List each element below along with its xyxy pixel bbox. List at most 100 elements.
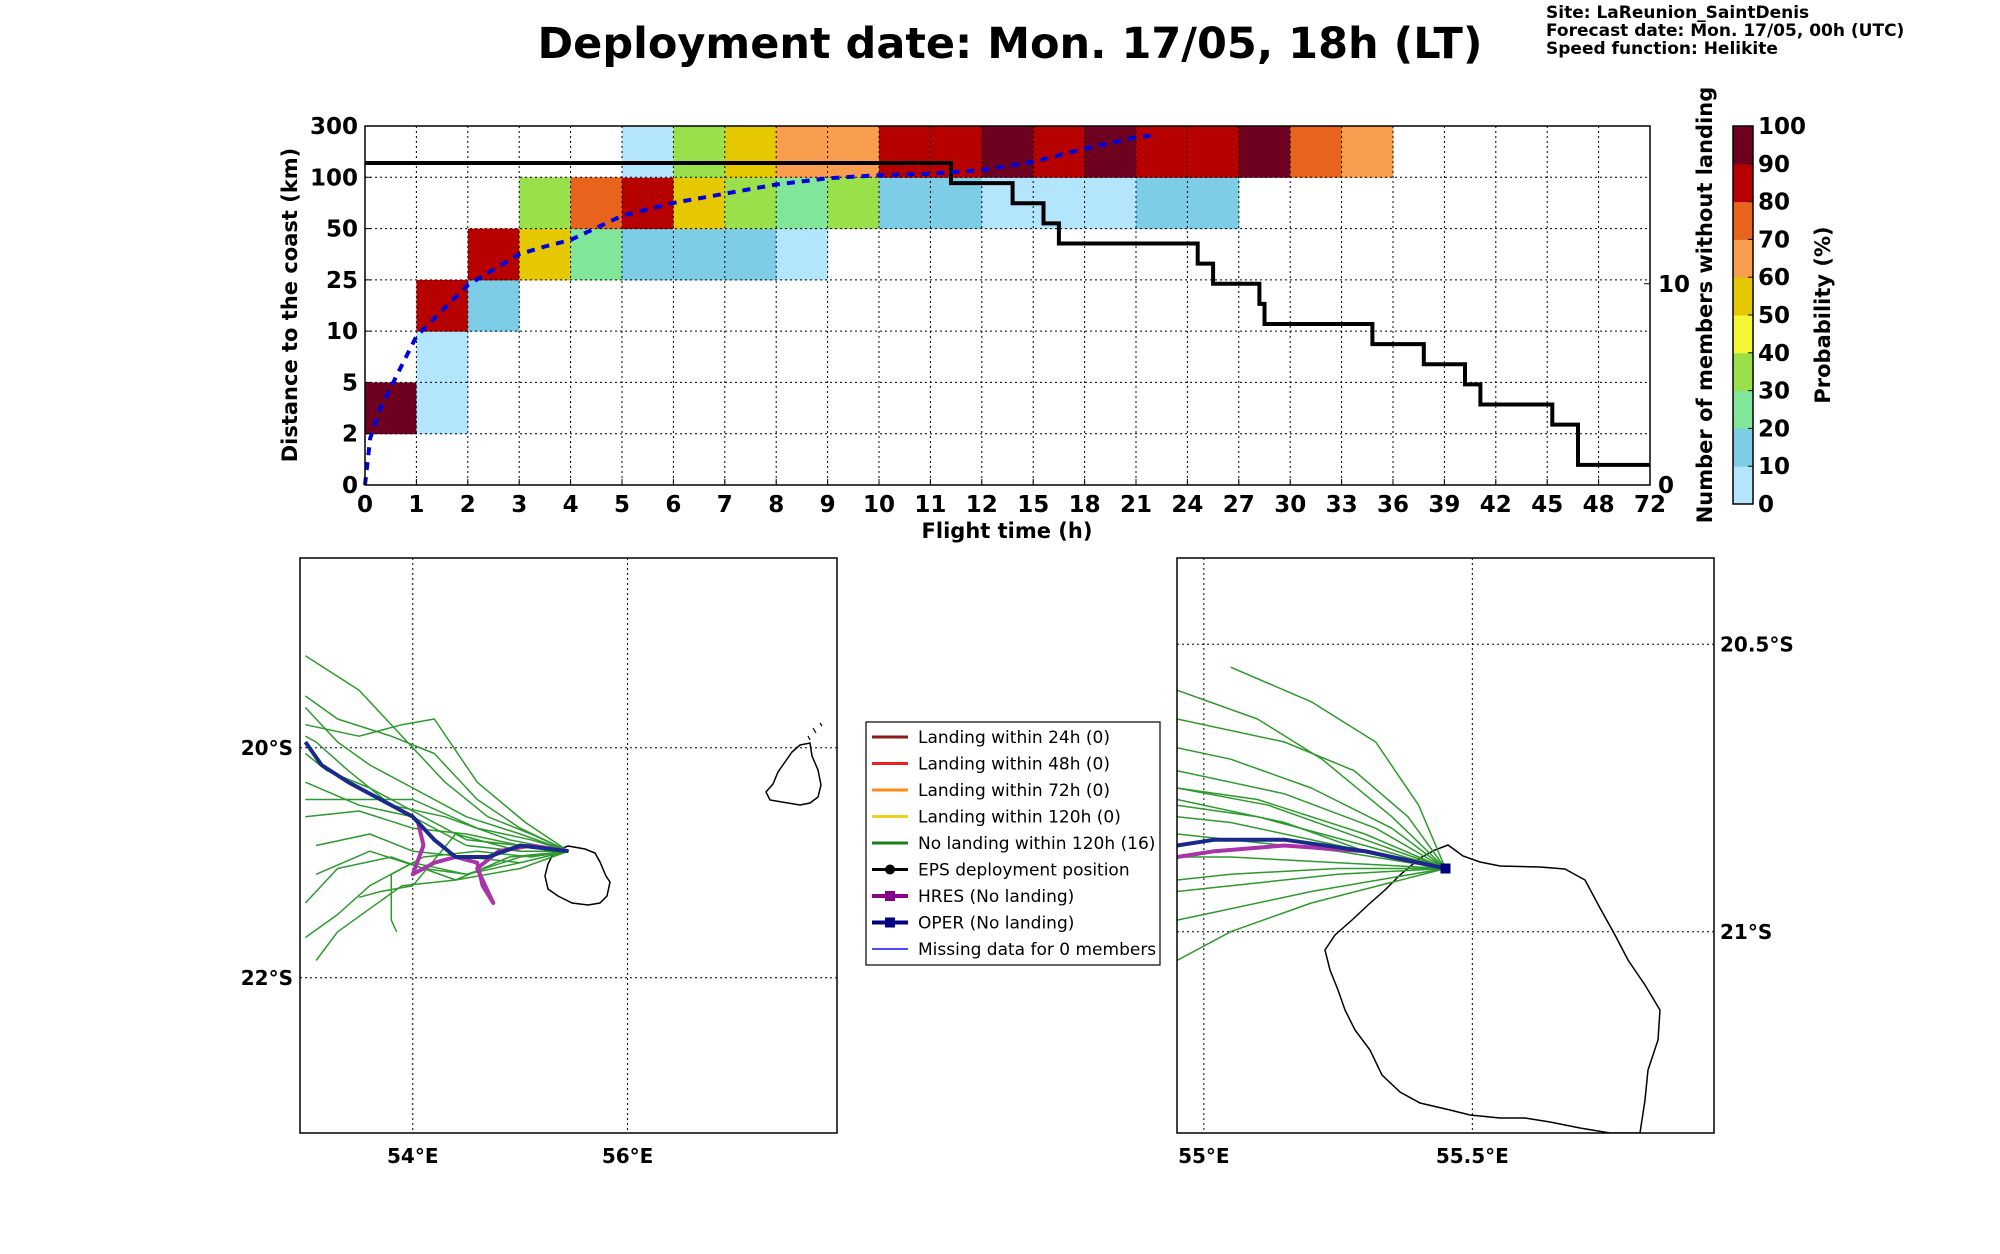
heatmap-ytick-label: 2 (342, 422, 358, 448)
eps-member-track (304, 706, 569, 852)
legend-label: EPS deployment position (918, 861, 1130, 881)
eps-member-track (1177, 867, 1446, 893)
heatmap-xtick-label: 11 (914, 492, 946, 518)
legend-label: Landing within 48h (0) (918, 755, 1110, 775)
eps-member-track (304, 695, 569, 852)
colorbar-tick-label: 30 (1758, 379, 1790, 405)
heatmap-y2tick-label: 0 (1658, 473, 1674, 499)
heatmap-cell (981, 126, 1034, 178)
zoom-map-frame (1176, 557, 1715, 1134)
heatmap-ylabel: Distance to the coast (km) (278, 148, 302, 463)
heatmap-xtick-label: 39 (1428, 492, 1460, 518)
eps-member-track (305, 798, 569, 852)
info-forecast-date: Forecast date: Mon. 17/05, 00h (UTC) (1546, 21, 1904, 41)
median-distance-dashed-line (363, 133, 1157, 486)
heatmap-xtick-label: 42 (1480, 492, 1512, 518)
legend-marker (885, 917, 895, 928)
map-lon-label: 55.5°E (1436, 1144, 1509, 1168)
heatmap-xtick-label: 8 (768, 492, 784, 518)
colorbar-tick-label: 100 (1758, 114, 1806, 140)
heatmap-ytick-label: 300 (310, 114, 358, 140)
colorbar-tick-label: 50 (1758, 303, 1790, 329)
colorbar-segment (1733, 466, 1753, 505)
colorbar-segment (1733, 315, 1753, 354)
eps-member-track (1177, 787, 1446, 870)
heatmap-cell (1136, 126, 1188, 178)
info-speed-function: Speed function: Helikite (1546, 39, 1778, 59)
zoom-map: 55°E 55.5°E 20.5°S 21°S (1176, 557, 1794, 1168)
heatmap-cell (673, 177, 726, 230)
eps-member-track (1177, 856, 1446, 870)
legend-label: Missing data for 0 members (918, 940, 1156, 960)
colorbar-tick-label: 70 (1758, 227, 1790, 253)
eps-member-track (390, 850, 569, 933)
eps-member-track (1177, 867, 1446, 881)
heatmap-xtick-label: 10 (863, 492, 895, 518)
heatmap-cell (570, 228, 623, 281)
legend-marker (885, 864, 895, 875)
eps-member-track (305, 718, 569, 852)
heatmap-cell (416, 279, 469, 332)
map-lon-label: 56°E (602, 1144, 654, 1168)
colorbar-segment (1733, 428, 1753, 467)
heatmap-cell (1341, 126, 1394, 178)
heatmap-xtick-label: 18 (1069, 492, 1101, 518)
map-lon-label: 55°E (1178, 1144, 1230, 1168)
heatmap-cell (519, 177, 572, 230)
heatmap-xtick-label: 72 (1634, 492, 1666, 518)
heatmap-xtick-label: 33 (1326, 492, 1358, 518)
legend-marker (885, 891, 895, 901)
eps-member-track (1177, 867, 1446, 921)
heatmap-cell (673, 126, 726, 178)
legend-label: HRES (No landing) (918, 887, 1074, 907)
oper-track (1177, 837, 1446, 871)
reunion-coastline-zoom (1324, 844, 1661, 1133)
heatmap-xtick-label: 15 (1017, 492, 1049, 518)
heatmap-ytick-label: 5 (342, 370, 358, 396)
heatmap-cell (673, 228, 726, 281)
heatmap-ytick-label: 10 (326, 319, 358, 345)
legend-label: No landing within 120h (16) (918, 834, 1155, 854)
heatmap-cell (365, 382, 417, 435)
colorbar-tick-label: 20 (1758, 416, 1790, 442)
heatmap-cell (1084, 177, 1137, 230)
colorbar-segment (1733, 390, 1753, 429)
eps-member-track (315, 850, 569, 876)
colorbar-segment (1733, 239, 1753, 278)
figure-title: Deployment date: Mon. 17/05, 18h (LT) (537, 19, 1482, 69)
members-without-landing-step-line (365, 161, 1650, 467)
heatmap-ytick-label: 25 (326, 268, 358, 294)
heatmap-xlabel: Flight time (h) (922, 519, 1093, 543)
legend-label: Landing within 24h (0) (918, 728, 1110, 748)
heatmap-cell (930, 177, 983, 230)
colorbar-tick-label: 90 (1758, 152, 1790, 178)
colorbar-segment (1733, 163, 1753, 203)
colorbar-label: Probability (%) (1811, 226, 1835, 403)
eps-member-track (358, 833, 569, 899)
map-lat-label: 20°S (241, 736, 293, 760)
mauritius-coastline (765, 742, 822, 806)
heatmap-xtick-label: 24 (1171, 492, 1203, 518)
colorbar-tick-label: 10 (1758, 454, 1790, 480)
map-lat-label: 20.5°S (1720, 632, 1794, 656)
heatmap-xtick-label: 6 (665, 492, 681, 518)
heatmap-cell (776, 126, 829, 178)
heatmap-xtick-label: 5 (614, 492, 630, 518)
hres-track (410, 822, 569, 905)
heatmap-cell (622, 177, 674, 230)
colorbar-tick-label: 40 (1758, 341, 1790, 367)
heatmap-cell (622, 228, 674, 281)
heatmap-xtick-label: 0 (357, 492, 373, 518)
legend: Landing within 24h (0) Landing within 48h… (865, 721, 1161, 966)
heatmap-cell (724, 126, 777, 178)
colorbar-segment (1733, 126, 1753, 165)
heatmap-xtick-label: 3 (511, 492, 527, 518)
heatmap-xtick-label: 30 (1274, 492, 1306, 518)
heatmap-cell (879, 126, 931, 178)
heatmap-xtick-label: 2 (460, 492, 476, 518)
legend-label: Landing within 72h (0) (918, 781, 1110, 801)
heatmap-xtick-label: 12 (966, 492, 998, 518)
deployment-position-marker (1440, 863, 1451, 874)
